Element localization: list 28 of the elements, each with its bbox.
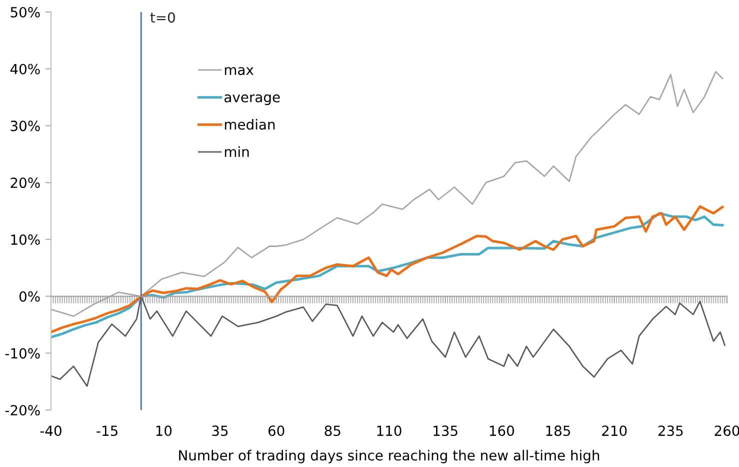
x-tick-label: -40: [40, 426, 62, 436]
legend-label: median: [224, 118, 275, 130]
x-tick-label: 135: [434, 426, 458, 436]
y-tick-label: 50%: [10, 6, 40, 18]
x-tick-label: 260: [714, 426, 739, 436]
line-series: [51, 296, 726, 387]
y-tick-label: -10%: [5, 348, 40, 359]
x-tick-label: -15: [96, 426, 118, 436]
x-axis-title: Number of trading days since reaching the new all-time high: [179, 450, 600, 464]
y-tick-label: 20%: [10, 178, 40, 188]
legend-label: average: [224, 94, 280, 106]
y-tick-label: 10%: [11, 234, 40, 245]
y-tick-label: 40%: [10, 64, 40, 74]
legend-label: min: [224, 146, 249, 157]
x-tick-label: 210: [602, 426, 627, 436]
x-tick-label: 35: [212, 426, 228, 436]
x-tick-label: 160: [490, 426, 514, 436]
x-tick-label: 85: [324, 426, 340, 436]
y-tick-label: 30%: [10, 120, 40, 132]
x-tick-label: 60: [268, 426, 284, 436]
x-tick-label: 110: [377, 426, 402, 436]
y-tick-label: 0%: [19, 291, 40, 302]
x-tick-label: 185: [546, 426, 570, 436]
x-tick-label: 10: [156, 426, 172, 436]
y-tick-label: -20%: [5, 404, 40, 416]
x-tick-label: 235: [658, 426, 683, 436]
legend-label: max: [224, 67, 254, 76]
ref-line-label: t=0: [150, 12, 175, 23]
